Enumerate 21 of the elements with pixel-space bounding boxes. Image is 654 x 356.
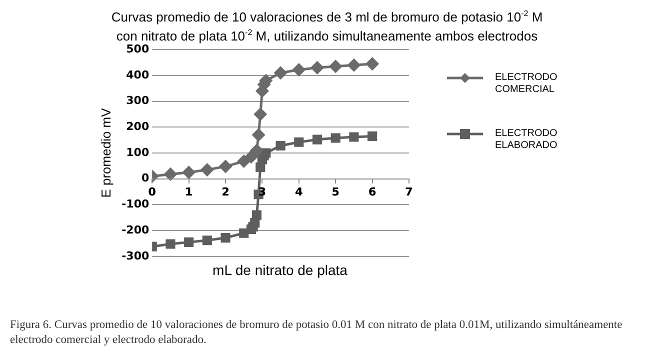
y-tick-label: 0 bbox=[141, 172, 150, 185]
y-tick-label: -300 bbox=[122, 249, 150, 262]
y-axis-title: E promedio mV bbox=[98, 108, 114, 198]
chart-title: Curvas promedio de 10 valoraciones de 3 ml de bromuro de potasio 10$^{-2}$ M con nitrato de plata 10$^{-2}$ M, utilizando simultaneamente ambos electrodos bbox=[111, 9, 543, 44]
x-axis-title: mL de nitrato de plata bbox=[212, 262, 348, 278]
x-tick-label: 5 bbox=[332, 185, 340, 198]
y-tick-label: -100 bbox=[122, 198, 150, 211]
x-tick-label: 6 bbox=[368, 185, 376, 198]
legend-label: ELECTRODO ELABORADO bbox=[495, 128, 558, 152]
text: Figura 6. Curvas promedio de 10 valoraciones de bromuro de potasio 0.01 M con nitrato de plata 0.01M, utilizando simultáneamente electrodo comercial y electrodo elaborado. bbox=[10, 318, 624, 348]
y-tick-label: 500 bbox=[126, 42, 150, 56]
x-tick-label: 4 bbox=[295, 185, 304, 198]
y-tick-label: 100 bbox=[126, 146, 150, 159]
y-tick-label: -200 bbox=[122, 223, 150, 236]
x-tick-label: 2 bbox=[222, 185, 230, 198]
y-tick-label: 300 bbox=[126, 94, 150, 108]
y-tick-label: 200 bbox=[126, 120, 150, 134]
legend-label: ELECTRODO COMERCIAL bbox=[495, 72, 558, 96]
x-tick-label: 7 bbox=[405, 185, 413, 198]
x-tick-label: 1 bbox=[184, 185, 193, 198]
y-tick-label: 400 bbox=[126, 68, 150, 82]
